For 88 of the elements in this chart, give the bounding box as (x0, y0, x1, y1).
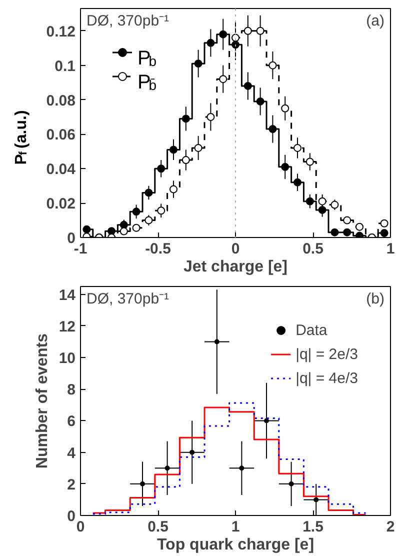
point (144, 188, 153, 197)
y-tick-label: 0 (67, 230, 76, 247)
point (157, 206, 166, 215)
point (288, 481, 294, 486)
legend-label: Pb̄ (138, 72, 157, 94)
point (206, 112, 215, 121)
x-axis-title: Jet charge [e] (183, 258, 288, 276)
y-tick-label: 0.02 (46, 196, 76, 213)
y-tick-label: 4 (67, 444, 76, 462)
point (343, 216, 352, 224)
point (120, 227, 128, 236)
legend-label: Data (296, 320, 328, 340)
annotation: (b) (366, 290, 385, 308)
y-tick-label: 8 (67, 382, 76, 399)
y-axis-title: Number of events (34, 333, 51, 469)
x-axis-title: Top quark charge [e] (156, 536, 314, 554)
point (120, 220, 128, 229)
legend-label: Pb (138, 48, 157, 70)
point (194, 60, 202, 68)
point (294, 178, 302, 186)
point (264, 418, 269, 424)
legend-label: |q| = 2e/3 (296, 344, 358, 364)
point (144, 216, 153, 224)
point (380, 219, 388, 228)
point (219, 30, 228, 38)
point (356, 232, 364, 238)
point (132, 208, 140, 216)
legend-label: |q| = 4e/3 (296, 368, 358, 388)
point (306, 197, 314, 206)
y-tick-label: 0.06 (46, 126, 76, 144)
y-axis-title: Pf (a.u.) (13, 110, 30, 165)
point (194, 144, 202, 152)
point (132, 224, 140, 232)
y-tick-label: 6 (67, 413, 76, 430)
point (170, 185, 178, 194)
point (82, 225, 91, 234)
point (281, 104, 290, 112)
x-tick-label: 0.5 (148, 518, 168, 536)
y-tick-label: 2 (67, 476, 76, 494)
x-tick-label: 0 (231, 240, 240, 258)
x-tick-label: 1.5 (302, 518, 324, 536)
point (219, 75, 228, 84)
annotation: DØ, 370pb⁻¹ (86, 12, 170, 30)
point (239, 466, 244, 471)
point (314, 497, 319, 502)
y-tick-label: 0.1 (54, 58, 76, 75)
point (182, 156, 190, 164)
y-tick-label: 10 (58, 350, 76, 368)
y-tick-label: 0.12 (46, 23, 76, 40)
x-tick-label: 0.5 (302, 240, 324, 258)
point (190, 450, 195, 455)
x-tick-label: -1 (74, 240, 88, 258)
y-tick-label: 0.04 (46, 161, 76, 178)
annotation: (a) (366, 12, 385, 30)
point (206, 38, 215, 47)
x-tick-label: -0.5 (145, 240, 171, 258)
y-tick-label: 0.08 (46, 92, 76, 110)
point (306, 158, 314, 166)
point (140, 481, 145, 486)
point (318, 197, 326, 206)
point (380, 229, 388, 238)
point (281, 162, 290, 171)
point (256, 97, 264, 106)
x-tick-label: 2 (386, 518, 395, 536)
x-tick-label: 1 (231, 518, 240, 536)
point (182, 114, 190, 123)
point (256, 26, 264, 35)
point (244, 26, 252, 35)
point (343, 228, 352, 236)
point (268, 125, 277, 134)
point (170, 146, 178, 154)
y-tick-label: 12 (58, 318, 76, 336)
point (232, 34, 240, 42)
point (356, 222, 364, 231)
point (318, 206, 326, 214)
y-tick-label: 14 (58, 286, 76, 304)
point (157, 164, 166, 173)
point (294, 144, 302, 152)
point (214, 339, 220, 344)
point (330, 200, 339, 209)
point (164, 466, 170, 471)
point (244, 82, 252, 90)
y-tick-label: 0 (67, 508, 76, 525)
x-tick-label: 1 (386, 240, 395, 258)
annotation: DØ, 370pb⁻¹ (86, 290, 170, 308)
point (268, 61, 277, 70)
point (108, 227, 116, 236)
point (330, 228, 339, 236)
